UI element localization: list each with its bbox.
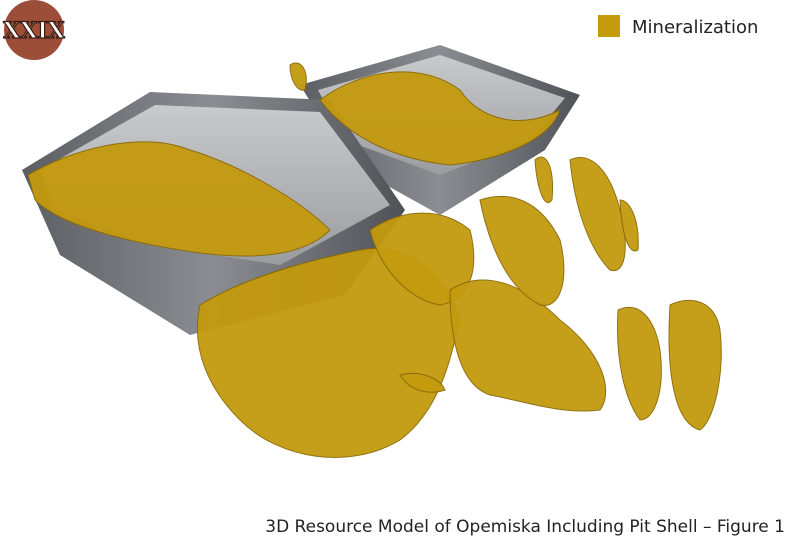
legend: Mineralization [598, 15, 758, 38]
ore-body [616, 307, 662, 421]
legend-swatch [598, 15, 620, 37]
render [22, 45, 722, 458]
logo-text: XXIX [3, 18, 65, 44]
ore-body [569, 157, 626, 272]
ore-body [289, 62, 307, 91]
ore-body [319, 71, 561, 166]
ore-body [619, 199, 639, 252]
logo-badge [4, 0, 64, 60]
caption: 3D Resource Model of Opemiska Including … [265, 517, 785, 537]
ore-body [196, 248, 461, 458]
ore-body [668, 299, 722, 431]
legend-label: Mineralization [632, 17, 758, 38]
ore-body [479, 195, 565, 306]
ore-body [449, 279, 607, 412]
mineralization [27, 62, 722, 458]
ore-body [369, 212, 475, 306]
logo: XXIX [3, 0, 66, 60]
ore-body [399, 373, 446, 393]
ore-body [534, 156, 554, 203]
ore-body [27, 141, 331, 257]
